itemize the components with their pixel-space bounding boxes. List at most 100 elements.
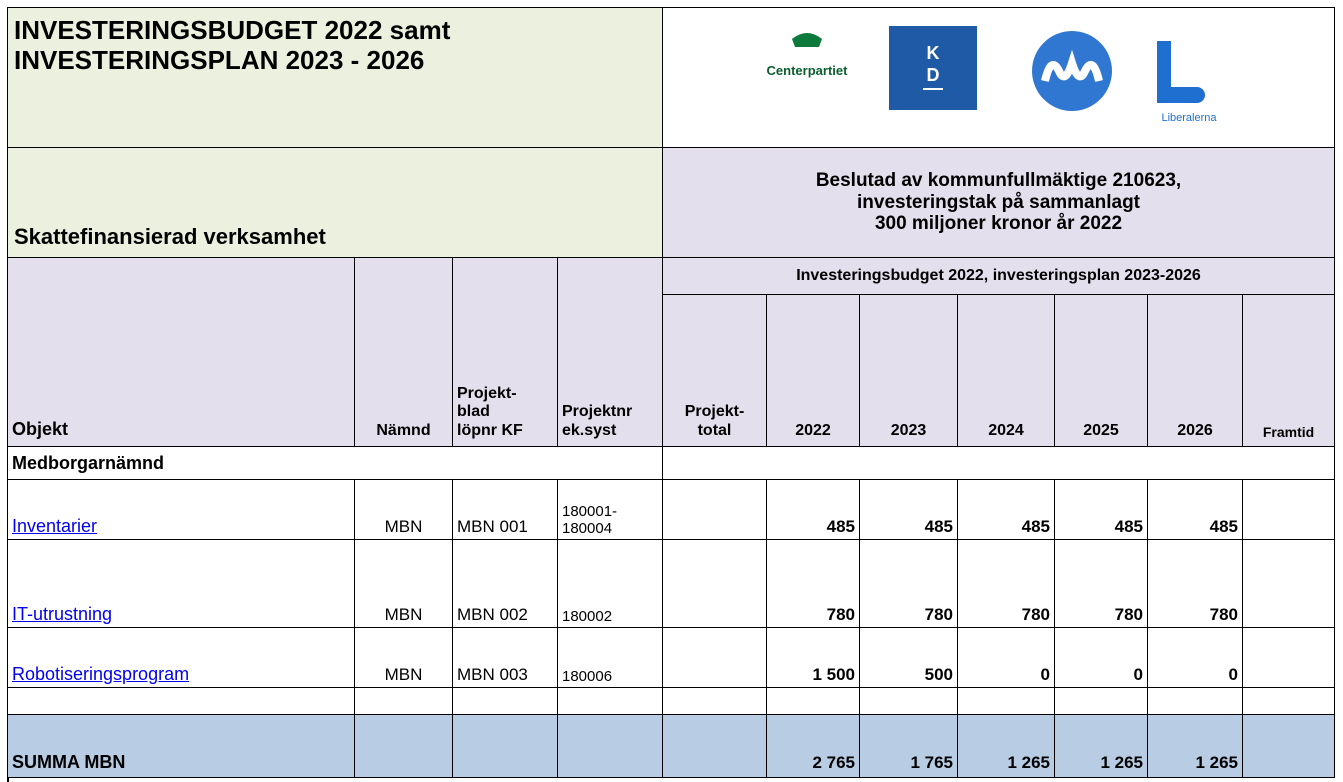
title: INVESTERINGSBUDGET 2022 samt INVESTERINGS…: [8, 8, 663, 148]
text: 2023: [890, 421, 927, 439]
cell-text: 2 765: [812, 753, 855, 773]
text: Investeringsbudget 2022, investeringspla…: [796, 266, 1201, 284]
cell: 780: [860, 540, 958, 628]
text: 780: [826, 605, 855, 625]
cell: 485: [1148, 480, 1243, 540]
cell: [1243, 540, 1335, 628]
logo-strip: Centerpartiet K D Liberalerna: [767, 25, 1217, 124]
cell: MBN 002: [453, 540, 558, 628]
column-header: 2022: [767, 295, 860, 447]
text: 780: [1114, 605, 1143, 625]
cell: MBN 001: [453, 480, 558, 540]
cell-text: Nämnd: [376, 422, 430, 440]
text: Nämnd: [376, 421, 431, 439]
text: Projektnr ek.syst: [562, 403, 633, 439]
group-header: Investeringsbudget 2022, investeringspla…: [663, 258, 1335, 295]
text: 2 765: [812, 753, 855, 773]
cell: 485: [767, 480, 860, 540]
cell-text: 2022: [795, 422, 831, 440]
link[interactable]: IT-utrustning: [12, 604, 113, 625]
column-header: Framtid: [1243, 295, 1335, 447]
cell: [860, 688, 958, 715]
cell-text: Investeringsbudget 2022, investeringspla…: [796, 267, 1201, 285]
cell-text: 2025: [1083, 422, 1119, 440]
cell-text: Skattefinansierad verksamhet: [14, 224, 326, 249]
cell-text: Framtid: [1263, 424, 1314, 440]
m-mark: [1041, 49, 1103, 82]
column-header: Objekt: [8, 258, 355, 447]
text: MBN: [384, 605, 423, 625]
cell: 780: [958, 540, 1055, 628]
logos: Centerpartiet K D Liberalerna: [663, 8, 1335, 148]
cell: 180006: [558, 628, 663, 688]
object: Robotiseringsprogram: [8, 628, 355, 688]
cell-text: MBN 002: [457, 605, 528, 625]
text: 485: [826, 517, 855, 537]
text: 1 265: [1007, 753, 1050, 773]
text: 780: [1021, 605, 1050, 625]
text: 0: [1228, 665, 1238, 685]
link[interactable]: Inventarier: [12, 516, 98, 537]
cell: [1055, 688, 1148, 715]
total-value: 2 765: [767, 715, 860, 778]
column-header: 2023: [860, 295, 958, 447]
link[interactable]: Robotiseringsprogram: [12, 664, 190, 685]
cell: 485: [860, 480, 958, 540]
cell-text: MBN: [385, 605, 423, 625]
cell: 180001- 180004: [558, 480, 663, 540]
text: 0: [1133, 665, 1143, 685]
column-header: 2024: [958, 295, 1055, 447]
cell-text: 180006: [562, 668, 612, 685]
text: MBN 001: [457, 517, 528, 537]
l-logo: [1157, 40, 1205, 103]
text: investeringstak på sammanlagt: [857, 191, 1140, 213]
cell: [663, 715, 767, 778]
cell-text: Medborgarnämnd: [12, 453, 164, 474]
column-header: Nämnd: [355, 258, 453, 447]
text: 780: [1209, 605, 1238, 625]
cell-text: Projekt- blad löpnr KF: [457, 385, 523, 440]
text: MBN 003: [457, 665, 528, 685]
cell: MBN: [355, 628, 453, 688]
text: 1 265: [1100, 753, 1143, 773]
total-value: 1 265: [1148, 715, 1243, 778]
cell-text: 0: [1041, 665, 1050, 685]
cell-text: Objekt: [12, 419, 68, 440]
cell-text: Projektnr ek.syst: [562, 403, 632, 440]
cell-text: 1 500: [812, 665, 855, 685]
cell: [663, 628, 767, 688]
cell-text: INVESTERINGSBUDGET 2022 samt INVESTERINGS…: [14, 15, 450, 76]
text: 180001- 180004: [562, 502, 618, 537]
cell-text: MBN: [385, 517, 423, 537]
cell: 1 500: [767, 628, 860, 688]
cell-text: 485: [1210, 517, 1238, 537]
cell: 780: [1055, 540, 1148, 628]
logo-text: Centerpartiet: [767, 63, 849, 78]
cell-text: 1 265: [1100, 753, 1143, 773]
text: MBN: [384, 665, 423, 685]
cell-text: 2026: [1177, 422, 1213, 440]
cell: [8, 688, 355, 715]
text: 485: [1114, 517, 1143, 537]
text: Objekt: [12, 419, 69, 440]
cell-text: Robotiseringsprogram: [12, 664, 189, 685]
object: Inventarier: [8, 480, 355, 540]
cell: [558, 688, 663, 715]
cell-text: 780: [1022, 605, 1050, 625]
text: 2026: [1177, 421, 1213, 439]
text: MBN 002: [457, 605, 528, 625]
total-value: 1 265: [1055, 715, 1148, 778]
cell-text: Beslutad av kommunfullmäktige 210623, inv…: [816, 170, 1181, 236]
cell-text: SUMMA MBN: [12, 752, 125, 773]
object: IT-utrustning: [8, 540, 355, 628]
cell: [1243, 688, 1335, 715]
column-header: 2026: [1148, 295, 1243, 447]
text: 485: [1209, 517, 1238, 537]
cell-text: 0: [1134, 665, 1143, 685]
kd-logo: [889, 25, 977, 110]
cell: MBN: [355, 480, 453, 540]
cell-text: 500: [925, 665, 953, 685]
text: 300 miljoner kronor år 2022: [874, 213, 1123, 235]
cell-text: 2023: [891, 422, 927, 440]
cell-text: 485: [1022, 517, 1050, 537]
